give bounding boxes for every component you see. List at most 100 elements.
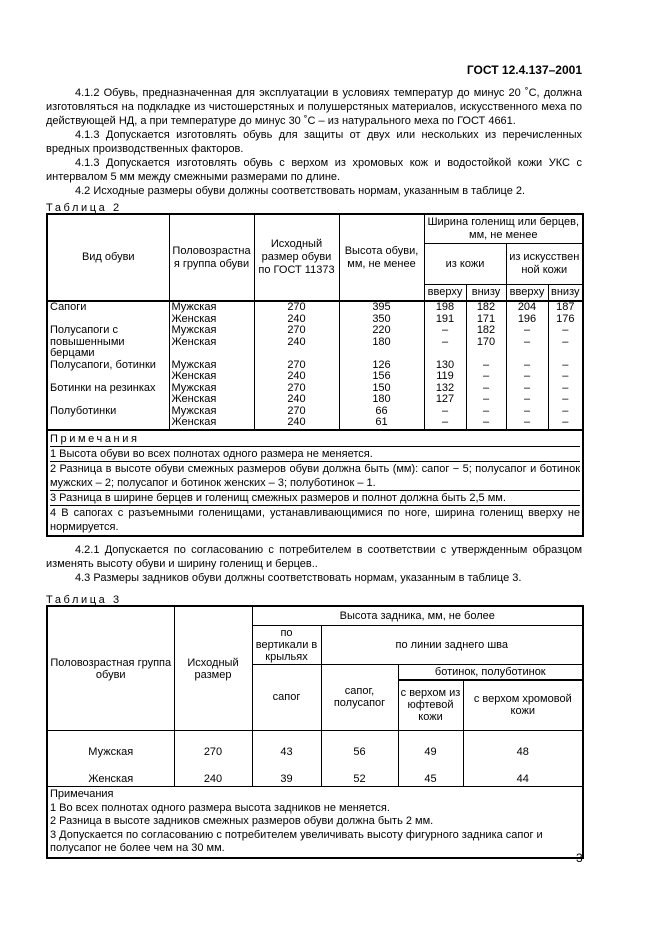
table-cell <box>338 348 425 360</box>
col-size: Исходный размер <box>173 605 253 731</box>
table-cell: 182 <box>465 300 507 314</box>
cell-kind: Ботинки на резинках <box>46 382 170 406</box>
table-row: Мужская 270 43 56 49 48 <box>46 730 584 759</box>
cell-kind: Сапоги <box>46 300 170 325</box>
intro-text: 4.1.2 Обувь, предназначенная для эксплуа… <box>46 86 582 198</box>
paragraph-4-3: 4.3 Размеры задников обуви должны соотве… <box>75 572 522 584</box>
col-group: Половозрастная группа обуви <box>46 605 175 731</box>
col-width: Ширина голенищ или берцев, мм, не менее <box>423 213 584 244</box>
col-yuft: с верхом из юфтевой кожи <box>397 679 464 731</box>
col-kind: Вид обуви <box>46 213 170 302</box>
table-cell: – <box>547 416 584 430</box>
table-row: Полусапоги, ботинки Мужская 270 126 130– – – <box>46 359 584 383</box>
note-3: 3 Допускается по согласованию с потребит… <box>50 828 543 855</box>
table-row: Женская 240 350 191 171 196 176 <box>47 313 584 325</box>
col-top-1: вверху <box>423 284 467 302</box>
table-cell: 56 <box>320 730 399 759</box>
table-cell: – <box>423 416 467 430</box>
col-artificial: из искусственной кожи <box>505 243 584 285</box>
table-row: Женская 240 156 119– – – <box>47 370 584 383</box>
table-cell <box>547 348 584 360</box>
table3-caption: Таблица 3 <box>46 594 122 606</box>
cell-kind: Полуботинки <box>46 405 170 430</box>
document-id: ГОСТ 12.4.137–2001 <box>466 63 582 77</box>
table-cell: 270 <box>253 324 340 337</box>
table-cell: Женская <box>168 416 255 430</box>
notes-title: Примечания <box>50 432 140 445</box>
table-cell: 39 <box>251 758 322 787</box>
col-vertical: по вертикали в крыльях <box>251 624 322 665</box>
table-cell: 198 <box>423 300 467 314</box>
table-cell: 240 <box>253 393 340 406</box>
table-cell: 270 <box>173 730 253 759</box>
table-cell: 187 <box>547 300 584 314</box>
table-cell: – <box>423 324 467 337</box>
table-cell: 119 <box>423 370 467 383</box>
table2-caption: Таблица 2 <box>46 202 122 214</box>
col-boots-low: ботинок, полуботинок <box>397 663 584 681</box>
paragraph-4-1-3b: 4.1.3 Допускается изготовлять обувь с ве… <box>46 157 582 183</box>
cell-kind: Полусапоги с повышенными берцами <box>46 324 170 360</box>
note-3: 3 Разница в ширине берцев и голенищ смеж… <box>50 489 581 505</box>
table-cell: 240 <box>253 370 340 383</box>
table-cell: – <box>547 405 584 417</box>
table2-notes: Примечания 1 Высота обуви во всех полнот… <box>46 428 584 536</box>
note-2: 2 Разница в высоте задников смежных разм… <box>50 815 434 827</box>
table-cell: 182 <box>465 324 507 337</box>
col-top-2: вверху <box>505 284 549 302</box>
table-cell: 270 <box>253 300 340 314</box>
table-cell: 180 <box>338 393 425 406</box>
table-3: Половозрастная группа обуви Исходный раз… <box>46 605 585 859</box>
col-height: Высота обуви, мм, не менее <box>338 213 425 302</box>
col-seam: по линии заднего шва <box>320 624 584 665</box>
table-row: Женская 240 180–170– – <box>47 336 584 348</box>
col-heel-height: Высота задника, мм, не более <box>251 605 584 626</box>
table-cell <box>423 348 467 360</box>
table-cell: 240 <box>173 758 253 787</box>
paragraph-4-2: 4.2 Исходные размеры обуви должны соотве… <box>75 185 526 197</box>
col-bottom-2: внизу <box>547 284 584 302</box>
table-2: Вид обуви Половозрастная группа обуви Ис… <box>46 213 585 537</box>
table-cell: 52 <box>320 758 399 787</box>
table-cell: 45 <box>397 758 464 787</box>
table-cell: – <box>465 416 507 430</box>
table-cell: 49 <box>397 730 464 759</box>
table-cell <box>465 348 507 360</box>
col-boot-half: сапог, полусапог <box>320 663 399 731</box>
table-cell: 176 <box>547 313 584 325</box>
table-cell: 43 <box>251 730 322 759</box>
table-cell: 127 <box>423 393 467 406</box>
table-cell <box>253 348 340 360</box>
paragraph-4-1-2: 4.1.2 Обувь, предназначенная для эксплуа… <box>46 87 582 127</box>
col-bottom-1: внизу <box>465 284 507 302</box>
table-cell: 240 <box>253 416 340 430</box>
table3-notes: Примечания 1 Во всех полнотах одного раз… <box>46 786 584 858</box>
col-leather: из кожи <box>423 243 507 285</box>
col-size: Исходный размер обуви по ГОСТ 11373 <box>253 213 340 302</box>
table-row: Женская 240 61– – – – <box>47 416 584 430</box>
table-cell: 48 <box>462 730 584 759</box>
table-cell: – <box>505 324 549 337</box>
table-cell: – <box>505 416 549 430</box>
table-row: Женская 240 180 127– – – <box>47 393 584 406</box>
table-cell: Женская <box>168 370 255 383</box>
table-cell: 156 <box>338 370 425 383</box>
table-row: Полуботинки Мужская 270 66– – – – <box>46 405 584 430</box>
col-chrome: с верхом хромовой кожи <box>462 679 584 731</box>
paragraph-4-2-1: 4.2.1 Допускается по согласованию с потр… <box>46 544 582 570</box>
mid-text: 4.2.1 Допускается по согласованию с потр… <box>46 543 582 585</box>
table-cell: Женская <box>168 336 255 348</box>
notes-title: Примечания <box>50 788 114 800</box>
note-4: 4 В сапогах с разъемными голенищами, уст… <box>50 504 581 533</box>
cell-kind: Полусапоги, ботинки <box>46 359 170 383</box>
table-cell: – <box>547 370 584 383</box>
note-1: 1 Высота обуви во всех полнотах одного р… <box>50 445 581 461</box>
table-cell: Женская <box>168 393 255 406</box>
table-row <box>47 348 584 360</box>
table-cell: – <box>547 359 584 371</box>
table-cell: Мужская <box>168 300 255 314</box>
table-row: Сапоги Мужская 270 395 198 182 204 187 <box>46 300 584 325</box>
table-row: Ботинки на резинках Мужская 270 150 132– – – <box>46 382 584 406</box>
table-cell: – <box>465 370 507 383</box>
table-cell: 61 <box>338 416 425 430</box>
